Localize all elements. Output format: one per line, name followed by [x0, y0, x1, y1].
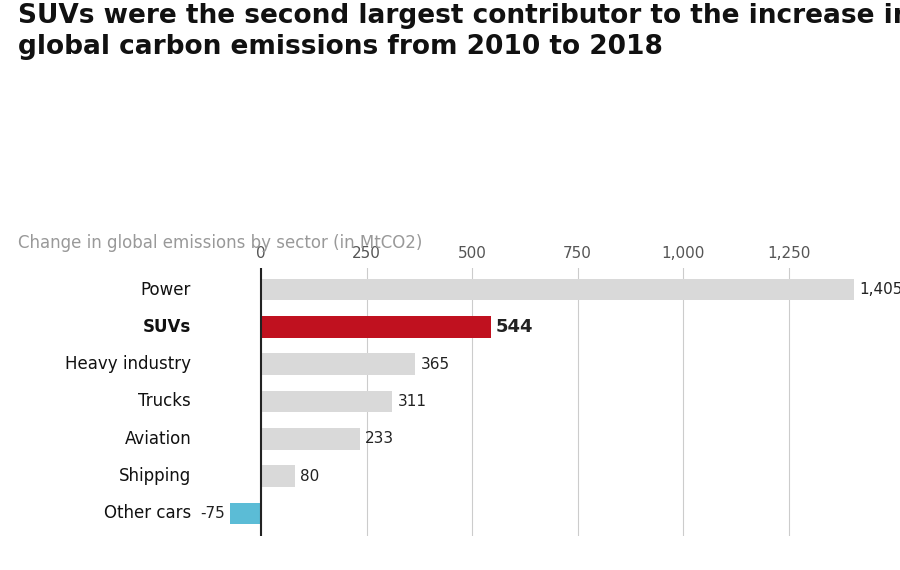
Text: SUVs: SUVs: [143, 318, 191, 336]
Text: Aviation: Aviation: [124, 430, 191, 448]
Bar: [261, 279, 854, 300]
Text: -75: -75: [201, 506, 225, 521]
Text: Trucks: Trucks: [139, 393, 191, 410]
Text: Change in global emissions by sector (in MtCO2): Change in global emissions by sector (in…: [18, 234, 422, 252]
Bar: [230, 503, 261, 524]
Bar: [261, 316, 491, 337]
Text: 311: 311: [398, 394, 427, 409]
Text: Other cars: Other cars: [104, 504, 191, 523]
Bar: [261, 353, 415, 375]
Text: 365: 365: [420, 357, 449, 372]
Text: Shipping: Shipping: [119, 467, 191, 485]
Text: 1,405: 1,405: [860, 282, 900, 297]
Text: 80: 80: [300, 469, 319, 483]
Bar: [261, 465, 295, 487]
Text: SUVs were the second largest contributor to the increase in
global carbon emissi: SUVs were the second largest contributor…: [18, 3, 900, 60]
Bar: [261, 390, 392, 412]
Text: 544: 544: [496, 318, 534, 336]
Text: Heavy industry: Heavy industry: [65, 355, 191, 373]
Text: Power: Power: [141, 280, 191, 299]
Text: 233: 233: [364, 431, 394, 446]
Bar: [261, 428, 360, 450]
